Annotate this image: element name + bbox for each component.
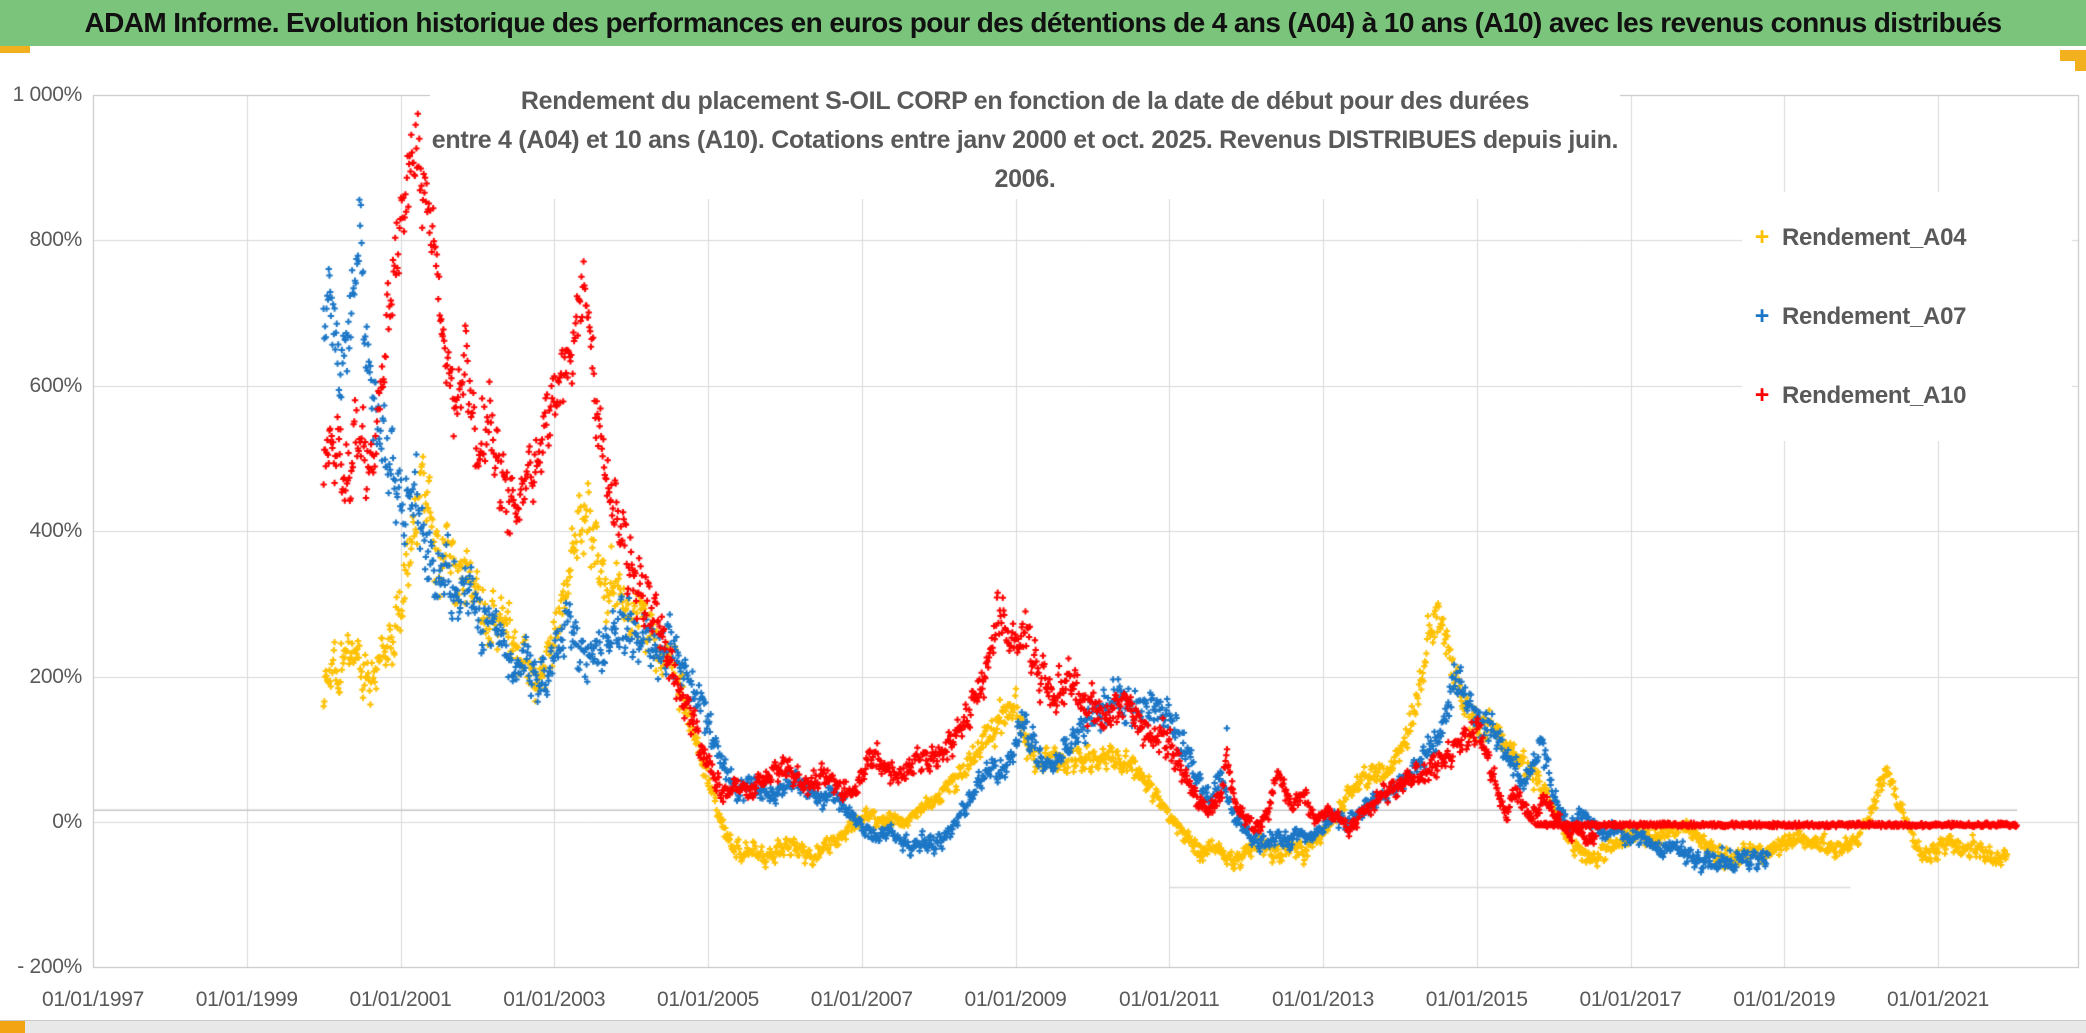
legend-item-rendement_a10[interactable]: + Rendement_A10: [1742, 356, 2072, 435]
y-tick-label: 400%: [29, 519, 82, 543]
orange-tag-bottom: [0, 1021, 25, 1033]
x-tick-label: 01/01/2003: [503, 988, 606, 1011]
legend: + Rendement_A04 + Rendement_A07 + Rendement_A…: [1742, 192, 2072, 441]
x-tick-label: 01/01/2021: [1886, 988, 1990, 1011]
x-tick-label: 01/01/2019: [1733, 988, 1836, 1011]
y-tick-label: 800%: [29, 228, 82, 252]
bottom-scroll-strip[interactable]: [0, 1020, 2086, 1033]
x-tick-label: 01/01/1997: [41, 988, 145, 1011]
legend-label: Rendement_A07: [1782, 302, 1967, 330]
y-tick-label: 200%: [29, 664, 82, 688]
x-tick-label: 01/01/2005: [656, 988, 760, 1011]
chart-title: Rendement du placement S-OIL CORP en fon…: [430, 82, 1620, 199]
x-tick-label: 01/01/2011: [1118, 988, 1220, 1011]
x-tick-label: 01/01/2015: [1425, 988, 1528, 1011]
x-tick-label: 01/01/2013: [1271, 988, 1375, 1011]
y-tick-label: - 200%: [17, 955, 82, 979]
y-tick-label: 0%: [52, 810, 82, 833]
chart-title-line1: Rendement du placement S-OIL CORP en fon…: [520, 87, 1530, 115]
legend-plus-marker-icon: +: [1754, 302, 1770, 330]
legend-plus-marker-icon: +: [1754, 223, 1770, 251]
x-tick-label: 01/01/2017: [1579, 988, 1682, 1011]
x-tick-label: 01/01/2001: [349, 988, 452, 1011]
legend-plus-marker-icon: +: [1754, 381, 1770, 409]
legend-item-rendement_a04[interactable]: + Rendement_A04: [1742, 198, 2072, 277]
y-tick-label: 1 000%: [12, 83, 83, 106]
x-tick-label: 01/01/2009: [964, 988, 1067, 1011]
legend-item-rendement_a07[interactable]: + Rendement_A07: [1742, 277, 2072, 356]
legend-label: Rendement_A10: [1782, 381, 1967, 409]
x-tick-label: 01/01/1999: [195, 988, 298, 1011]
legend-label: Rendement_A04: [1782, 223, 1967, 251]
y-tick-label: 600%: [29, 373, 82, 397]
chart-title-line2: entre 4 (A04) et 10 ans (A10). Cotations…: [431, 126, 1619, 193]
x-tick-label: 01/01/2007: [810, 988, 913, 1011]
